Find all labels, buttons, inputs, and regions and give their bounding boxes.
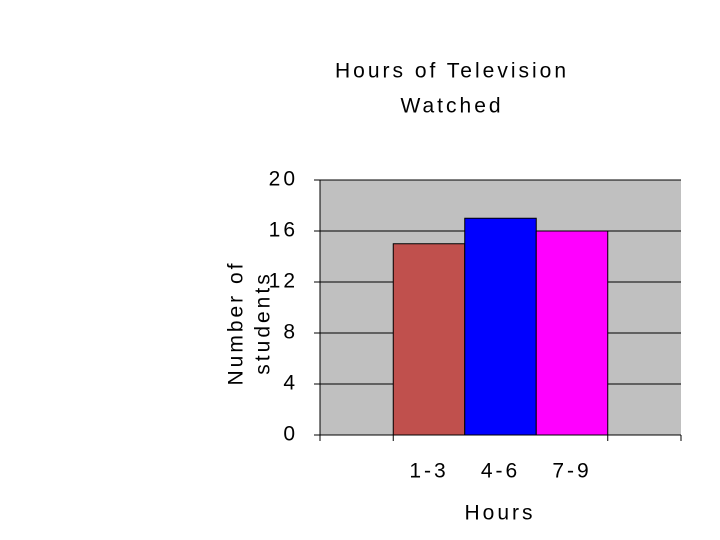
bar bbox=[464, 217, 537, 436]
y-tick-label: 16 bbox=[269, 219, 298, 242]
x-tick-label: 4-6 bbox=[481, 460, 520, 483]
x-tick-label: 7-9 bbox=[552, 460, 591, 483]
y-tick-label: 12 bbox=[269, 270, 298, 293]
y-axis-label: Number of bbox=[225, 260, 248, 385]
y-axis-label: students bbox=[252, 271, 275, 374]
chart-title: Hours of Television bbox=[335, 60, 569, 83]
x-tick-label: 1-3 bbox=[409, 460, 448, 483]
x-axis-label: Hours bbox=[464, 502, 535, 525]
y-tick-label: 20 bbox=[269, 168, 298, 191]
y-tick-label: 0 bbox=[283, 423, 298, 446]
y-tick-label: 8 bbox=[283, 321, 298, 344]
bar bbox=[535, 230, 609, 436]
chart-title: Watched bbox=[400, 95, 503, 118]
bar bbox=[392, 243, 466, 436]
y-tick-label: 4 bbox=[283, 372, 298, 395]
